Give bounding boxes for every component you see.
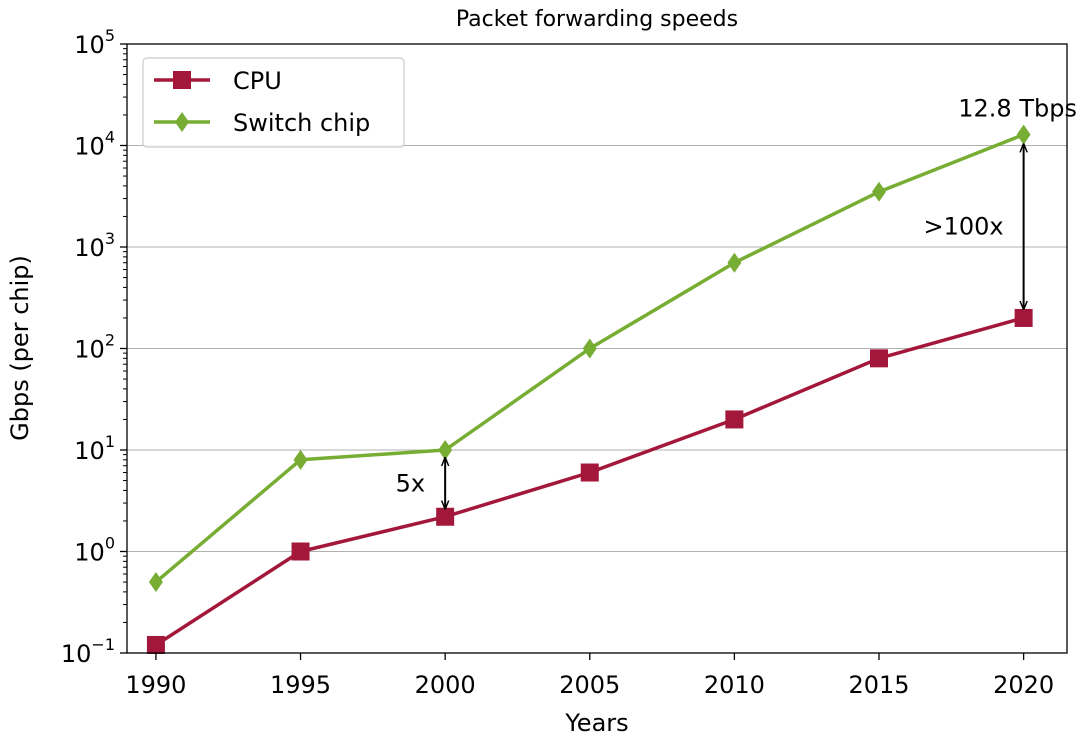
legend-item: CPU (154, 67, 282, 95)
legend-label: CPU (233, 67, 282, 95)
series-layer (146, 124, 1033, 654)
x-tick-label: 2010 (704, 671, 765, 699)
point-marker (436, 507, 455, 526)
point-marker (293, 449, 308, 470)
point-marker (175, 112, 189, 132)
y-axis-label: Gbps (per chip) (6, 255, 34, 441)
series-cpu (146, 308, 1033, 654)
point-marker (291, 542, 310, 561)
annotation-label: 5x (396, 469, 425, 497)
x-tick-label: 2005 (559, 671, 620, 699)
x-tick-label: 1990 (125, 671, 186, 699)
y-tick-label: 103 (74, 229, 115, 262)
ticks-layer: 10−1 100 101 102 103 104 105 1990 1995 2000 2005 20… (61, 26, 1054, 699)
x-tick-label: 2020 (993, 671, 1054, 699)
legend: CPU Switch chip (142, 57, 405, 148)
point-marker (580, 463, 599, 482)
series-switch-chip (148, 124, 1031, 593)
point-marker (1014, 308, 1033, 327)
x-tick-label: 1995 (270, 671, 331, 699)
point-marker (173, 71, 191, 89)
point-marker (582, 338, 597, 359)
y-tick-label: 101 (74, 432, 115, 465)
point-marker (146, 635, 165, 654)
annotation-label: 12.8 Tbps (958, 95, 1077, 123)
x-axis-label: Years (564, 709, 628, 737)
y-tick-label: 105 (74, 26, 115, 59)
annotations-layer: 5x >100x 12.8 Tbps (396, 95, 1077, 510)
chart-title: Packet forwarding speeds (456, 7, 738, 32)
point-marker (727, 252, 742, 273)
point-marker (725, 410, 744, 429)
x-tick-label: 2015 (848, 671, 909, 699)
x-tick-label: 2000 (415, 671, 476, 699)
y-tick-label: 102 (74, 331, 115, 364)
y-tick-label: 104 (74, 128, 115, 161)
point-marker (1016, 124, 1031, 145)
point-marker (148, 572, 163, 593)
point-marker (872, 181, 886, 202)
y-tick-label: 100 (74, 534, 115, 567)
legend-label: Switch chip (233, 109, 370, 137)
gridlines (127, 145, 1067, 552)
legend-item: Switch chip (154, 109, 370, 137)
point-marker (438, 440, 453, 460)
point-marker (870, 349, 888, 368)
annotation-label: >100x (923, 213, 1003, 241)
y-tick-label: 10−1 (61, 635, 115, 668)
